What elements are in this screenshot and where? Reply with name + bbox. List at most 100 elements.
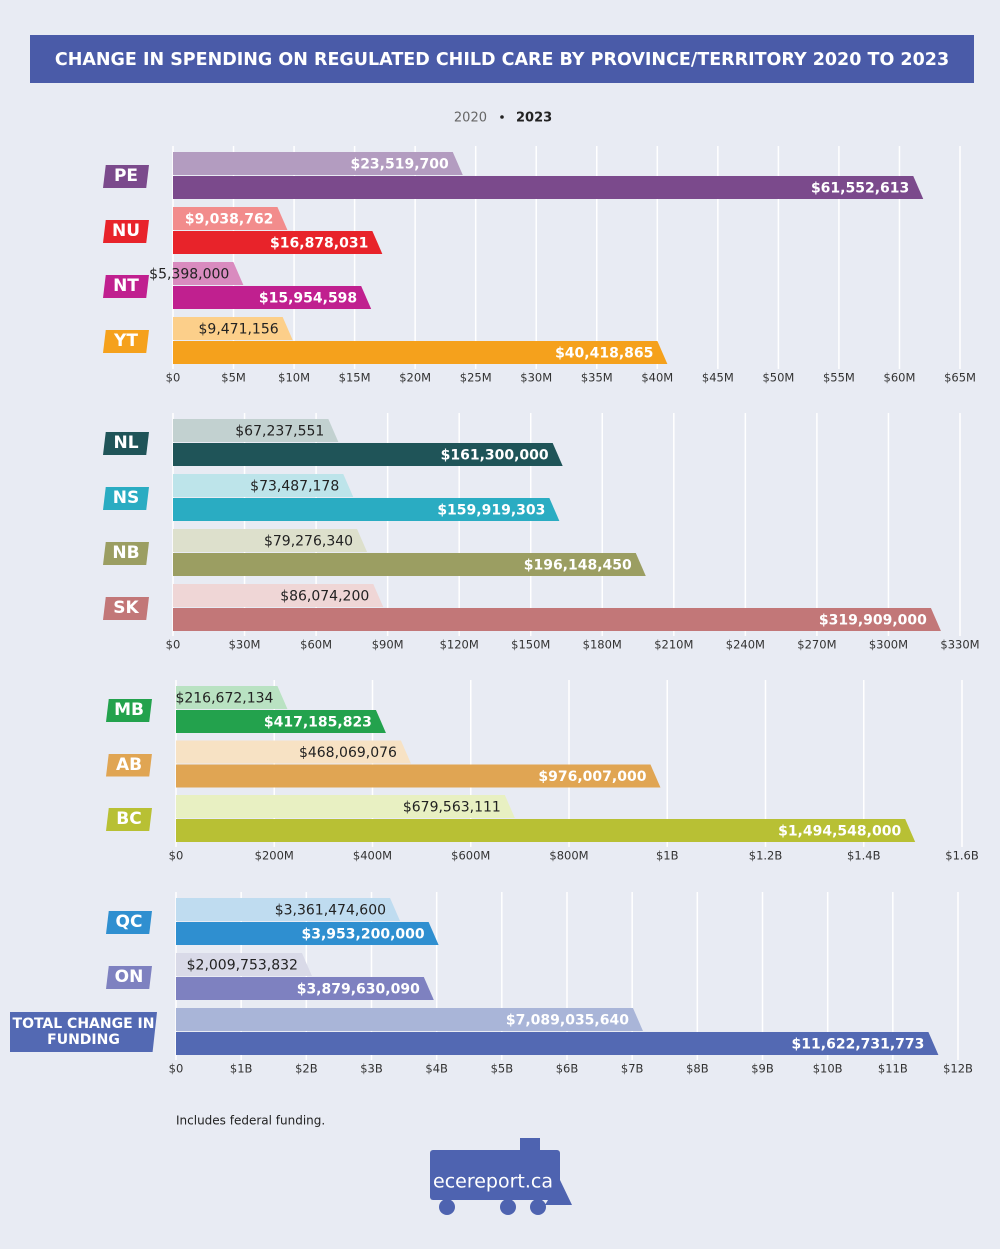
x-tick-label: $400M: [353, 849, 392, 863]
x-tick-label: $10M: [278, 371, 310, 385]
x-tick-label: $5B: [491, 1062, 514, 1076]
legend-2020: 2020: [454, 111, 487, 126]
x-tick-label: $210M: [654, 638, 693, 652]
bar: [176, 740, 411, 764]
bar: [173, 231, 383, 254]
bar: [176, 953, 312, 976]
logo-front: [545, 1180, 572, 1205]
bar: [173, 207, 288, 230]
x-tick-label: $9B: [751, 1062, 774, 1076]
value-label: $159,919,303: [437, 503, 545, 519]
x-tick-label: $1.6B: [945, 849, 979, 863]
logo: [430, 1138, 572, 1215]
x-tick-label: $35M: [581, 371, 613, 385]
value-label: $40,418,865: [555, 346, 653, 362]
category-label: PE: [103, 165, 149, 188]
value-label: $216,672,134: [175, 691, 273, 707]
bar: [176, 764, 661, 788]
bar: [176, 795, 515, 818]
x-tick-label: $25M: [460, 371, 492, 385]
x-tick-label: $800M: [549, 849, 588, 863]
x-tick-label: $0: [166, 371, 181, 385]
x-tick-label: $600M: [451, 849, 490, 863]
x-tick-label: $3B: [360, 1062, 383, 1076]
x-tick-label: $40M: [641, 371, 673, 385]
x-tick-label: $200M: [255, 849, 294, 863]
logo-body: [430, 1150, 560, 1200]
x-tick-label: $5M: [221, 371, 246, 385]
logo-wheel: [530, 1199, 546, 1215]
bar: [173, 443, 563, 466]
x-tick-label: $0: [166, 638, 181, 652]
value-label: $417,185,823: [264, 715, 372, 731]
logo-wheel: [439, 1199, 455, 1215]
bar: [173, 529, 368, 552]
category-label: NU: [103, 220, 149, 243]
value-label: $2,009,753,832: [187, 958, 298, 974]
x-tick-label: $7B: [621, 1062, 644, 1076]
logo-text: ecereport.ca: [433, 1171, 553, 1193]
value-label: $161,300,000: [441, 448, 549, 464]
category-label: QC: [106, 911, 152, 934]
category-label: YT: [103, 330, 149, 353]
bar: [173, 498, 560, 521]
bar: [176, 922, 439, 945]
x-tick-label: $6B: [556, 1062, 579, 1076]
x-tick-label: $180M: [583, 638, 622, 652]
bar: [173, 608, 941, 631]
x-tick-label: $90M: [372, 638, 404, 652]
value-label: $3,361,474,600: [275, 903, 386, 919]
value-label: $319,909,000: [819, 613, 927, 629]
x-tick-label: $1.2B: [749, 849, 783, 863]
bar: [176, 710, 386, 733]
x-tick-label: $45M: [702, 371, 734, 385]
x-tick-label: $4B: [425, 1062, 448, 1076]
bar: [176, 686, 288, 709]
value-label: $11,622,731,773: [792, 1037, 925, 1053]
bar: [173, 286, 372, 309]
x-tick-label: $60M: [884, 371, 916, 385]
category-label: NL: [103, 432, 149, 455]
x-tick-label: $150M: [511, 638, 550, 652]
value-label: $9,471,156: [199, 322, 279, 338]
x-tick-label: $1.4B: [847, 849, 881, 863]
value-label: $9,038,762: [185, 212, 274, 228]
x-tick-label: $65M: [944, 371, 976, 385]
x-tick-label: $12B: [943, 1062, 973, 1076]
logo-chimney: [520, 1138, 540, 1152]
bar: [173, 262, 244, 285]
bar: [176, 1032, 939, 1055]
value-label: $976,007,000: [538, 769, 646, 785]
value-label: $15,954,598: [259, 291, 357, 307]
title: CHANGE IN SPENDING ON REGULATED CHILD CA…: [55, 50, 949, 70]
bar: [176, 1008, 643, 1031]
x-tick-label: $60M: [300, 638, 332, 652]
x-tick-label: $300M: [869, 638, 908, 652]
bar: [173, 176, 924, 199]
bar: [173, 553, 646, 576]
value-label: $86,074,200: [280, 589, 369, 605]
bar: [173, 317, 293, 340]
category-label: ON: [106, 966, 152, 989]
x-tick-label: $0: [169, 849, 184, 863]
value-label: $61,552,613: [811, 181, 909, 197]
value-label: $1,494,548,000: [778, 824, 901, 840]
value-label: $5,398,000: [149, 267, 229, 283]
x-tick-label: $30M: [520, 371, 552, 385]
x-tick-label: $1B: [656, 849, 679, 863]
category-label: BC: [106, 808, 152, 831]
x-tick-label: $10B: [813, 1062, 843, 1076]
category-label: TOTAL CHANGE IN FUNDING: [10, 1012, 157, 1052]
x-tick-label: $330M: [940, 638, 979, 652]
x-tick-label: $20M: [399, 371, 431, 385]
value-label: $67,237,551: [235, 424, 324, 440]
value-label: $79,276,340: [264, 534, 353, 550]
value-label: $73,487,178: [250, 479, 339, 495]
bar: [173, 419, 339, 442]
x-tick-label: $120M: [440, 638, 479, 652]
x-tick-label: $0: [169, 1062, 184, 1076]
value-label: $16,878,031: [270, 236, 368, 252]
category-label: NT: [103, 275, 149, 298]
x-tick-label: $11B: [878, 1062, 908, 1076]
